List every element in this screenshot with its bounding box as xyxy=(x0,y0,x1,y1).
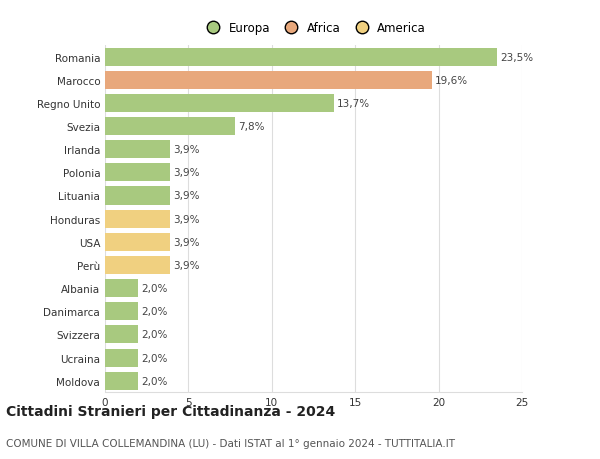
Text: 23,5%: 23,5% xyxy=(500,52,533,62)
Text: COMUNE DI VILLA COLLEMANDINA (LU) - Dati ISTAT al 1° gennaio 2024 - TUTTITALIA.I: COMUNE DI VILLA COLLEMANDINA (LU) - Dati… xyxy=(6,438,455,448)
Bar xyxy=(105,349,139,367)
Bar xyxy=(105,257,170,274)
Bar xyxy=(105,141,170,159)
Bar xyxy=(105,118,235,136)
Text: 2,0%: 2,0% xyxy=(142,376,168,386)
Text: 3,9%: 3,9% xyxy=(173,260,200,270)
Bar xyxy=(105,326,139,344)
Bar xyxy=(105,187,170,205)
Text: 2,0%: 2,0% xyxy=(142,307,168,317)
Text: 2,0%: 2,0% xyxy=(142,284,168,293)
Text: 19,6%: 19,6% xyxy=(435,76,469,85)
Text: 2,0%: 2,0% xyxy=(142,353,168,363)
Bar xyxy=(105,302,139,320)
Bar xyxy=(105,49,497,67)
Text: Cittadini Stranieri per Cittadinanza - 2024: Cittadini Stranieri per Cittadinanza - 2… xyxy=(6,404,335,419)
Bar xyxy=(105,233,170,251)
Bar xyxy=(105,95,334,112)
Text: 3,9%: 3,9% xyxy=(173,168,200,178)
Text: 3,9%: 3,9% xyxy=(173,214,200,224)
Text: 3,9%: 3,9% xyxy=(173,191,200,201)
Bar xyxy=(105,280,139,297)
Text: 7,8%: 7,8% xyxy=(238,122,265,132)
Bar xyxy=(105,164,170,182)
Text: 2,0%: 2,0% xyxy=(142,330,168,340)
Bar xyxy=(105,372,139,390)
Legend: Europa, Africa, America: Europa, Africa, America xyxy=(197,17,430,39)
Text: 3,9%: 3,9% xyxy=(173,145,200,155)
Text: 13,7%: 13,7% xyxy=(337,99,370,109)
Text: 3,9%: 3,9% xyxy=(173,237,200,247)
Bar xyxy=(105,72,432,90)
Bar xyxy=(105,210,170,228)
